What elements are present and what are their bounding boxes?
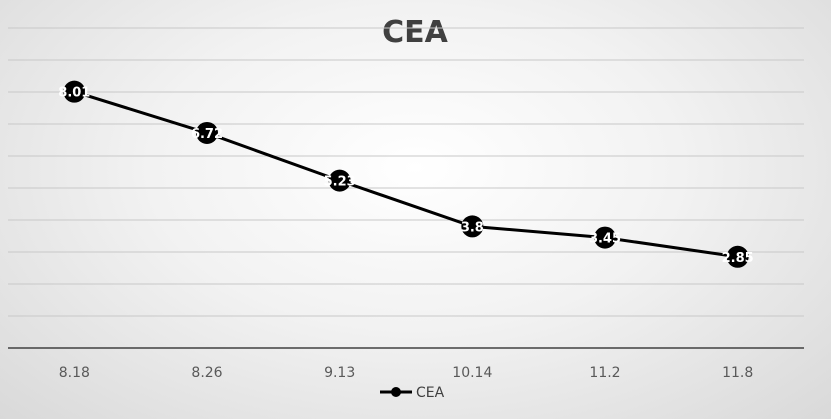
x-tick-label: 8.18 xyxy=(59,365,90,381)
data-point-marker xyxy=(196,121,218,144)
legend-label-cea: CEA xyxy=(416,385,445,401)
data-point-marker xyxy=(63,80,86,103)
data-points: 8.01 6.72 5.23 3.8 3.45 2.85 xyxy=(58,80,754,268)
legend: CEA xyxy=(380,385,445,401)
data-label: 8.01 xyxy=(58,86,90,101)
series-line-cea xyxy=(73,90,738,259)
chart-title: CEA xyxy=(382,15,449,50)
data-point-marker xyxy=(726,245,749,268)
x-tick-label: 11.8 xyxy=(722,365,753,381)
data-label: 2.85 xyxy=(722,251,754,266)
data-point-marker xyxy=(461,215,484,238)
x-tick-label: 10.14 xyxy=(452,365,492,381)
gridlines xyxy=(8,27,804,317)
data-label: 3.8 xyxy=(461,220,484,235)
x-tick-label: 9.13 xyxy=(324,365,355,381)
data-label: 6.72 xyxy=(191,127,223,142)
data-label: 5.23 xyxy=(324,175,356,190)
legend-marker-swatch xyxy=(391,387,401,397)
x-tick-label: 8.26 xyxy=(191,365,222,381)
data-point-marker xyxy=(594,226,616,249)
x-tick-labels: 8.18 8.26 9.13 10.14 11.2 11.8 xyxy=(59,365,754,381)
x-tick-label: 11.2 xyxy=(589,365,620,381)
data-point-marker xyxy=(328,169,351,192)
data-label: 3.45 xyxy=(589,232,621,247)
